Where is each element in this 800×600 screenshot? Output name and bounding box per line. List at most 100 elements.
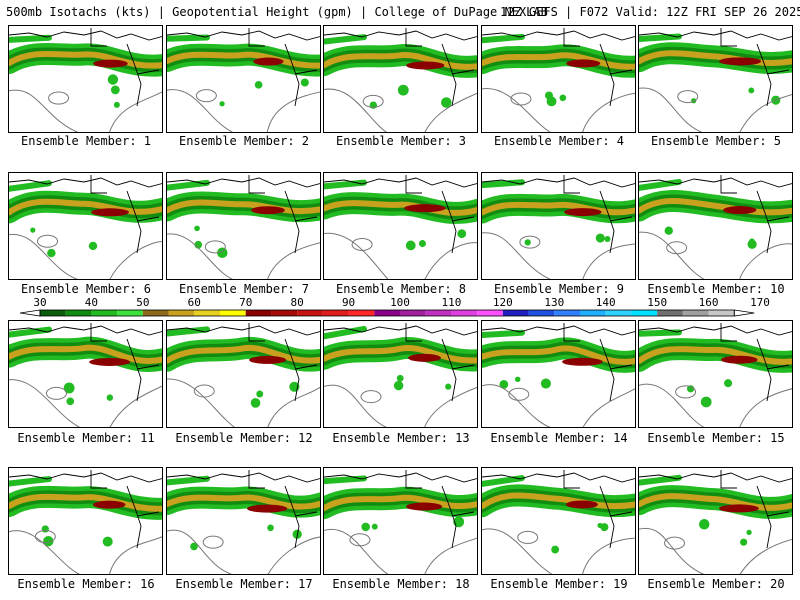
wind-cell (740, 538, 748, 546)
colorbar-left-arrow (19, 309, 41, 317)
wind-maximum (564, 208, 602, 217)
height-contour-low (349, 533, 371, 547)
colorbar-swatch (91, 310, 118, 316)
wind-cell (698, 518, 710, 530)
coastline (324, 175, 477, 254)
height-contour-low (666, 241, 688, 255)
wind-cell (559, 94, 567, 102)
northern-jet-band (9, 180, 52, 192)
ensemble-member-map (481, 320, 636, 428)
wind-maximum (565, 500, 599, 509)
ensemble-member-map (166, 320, 321, 428)
height-contour-low (677, 90, 699, 104)
colorbar-swatch (142, 310, 169, 316)
height-contour-low (202, 535, 224, 549)
jet-max-contour (482, 52, 635, 70)
colorbar-swatch (374, 310, 400, 316)
coastline (324, 470, 477, 549)
height-contour-low (351, 237, 373, 251)
ensemble-member-label: Ensemble Member: 15 (647, 431, 785, 445)
colorbar-swatch (271, 310, 298, 316)
wind-cell (106, 394, 114, 401)
colorbar-swatch (40, 310, 66, 316)
colorbar-swatch (322, 310, 349, 316)
jet-max-contour (167, 199, 320, 215)
coastline (639, 323, 792, 402)
ensemble-member-label: Ensemble Member: 9 (493, 282, 625, 296)
ensemble-member-label: Ensemble Member: 4 (493, 134, 625, 148)
coastline (639, 470, 792, 549)
colorbar-swatch (477, 310, 503, 316)
coastline (9, 28, 162, 107)
wind-maximum (93, 59, 128, 68)
ensemble-member-label: Ensemble Member: 17 (175, 577, 313, 591)
jet-max-contour (167, 494, 320, 510)
colorbar-swatch (580, 310, 606, 316)
colorbar-tick-label: 70 (239, 297, 252, 309)
colorbar-swatch (220, 310, 246, 316)
wind-maximum (91, 208, 129, 217)
wind-cell (267, 524, 274, 532)
height-contour-low (195, 89, 217, 103)
ensemble-member-label: Ensemble Member: 12 (175, 431, 313, 445)
colorbar-swatch (168, 310, 195, 316)
colorbar-swatch (245, 310, 272, 316)
height-contour (9, 530, 162, 574)
jet-max-contour (482, 345, 635, 365)
height-contour-low (664, 536, 686, 550)
wind-maximum (723, 206, 757, 215)
height-contour-low (193, 384, 215, 398)
height-contour-low (204, 240, 226, 254)
ensemble-member-map (8, 25, 163, 133)
jet-max-contour (324, 52, 477, 70)
wind-cell (219, 101, 225, 107)
wind-cell (300, 78, 309, 87)
wind-cell (746, 529, 752, 536)
height-contour-low (510, 92, 532, 106)
height-contour-low (37, 234, 59, 248)
colorbar-swatch (451, 310, 478, 316)
northern-jet-band (167, 179, 210, 191)
wind-cell (551, 545, 560, 554)
height-contour (9, 89, 162, 132)
northern-jet-band (9, 476, 52, 487)
height-contour-low (360, 390, 382, 404)
height-contour (639, 87, 792, 132)
jet-max-contour (324, 494, 477, 512)
wind-maximum (719, 57, 762, 66)
jet-max-contour (167, 51, 320, 69)
wind-cell (41, 525, 49, 533)
colorbar-swatch (425, 310, 452, 316)
colorbar-tick-label: 30 (33, 297, 46, 309)
ensemble-member-map (8, 467, 163, 575)
northern-jet-band (167, 326, 210, 337)
jet-max-contour (9, 493, 162, 512)
colorbar-swatch (708, 310, 735, 316)
jet-max-contour (482, 492, 635, 510)
colorbar-tick-label: 100 (390, 297, 410, 309)
ensemble-member-map (8, 320, 163, 428)
coastline (482, 28, 635, 107)
colorbar-swatch (297, 310, 323, 316)
colorbar-right-arrow (733, 309, 755, 317)
jet-max-contour (639, 346, 792, 365)
wind-maximum (408, 353, 441, 362)
ensemble-member-map (323, 172, 478, 280)
height-contour-low (517, 530, 539, 544)
height-contour (9, 234, 162, 279)
ensemble-member-map (323, 320, 478, 428)
wind-cell (749, 238, 755, 244)
jet-max-contour (9, 198, 162, 216)
height-contour (167, 529, 320, 574)
wind-cell (499, 380, 509, 389)
height-contour (9, 379, 162, 427)
coastline (167, 323, 320, 402)
wind-cell (453, 516, 465, 528)
height-contour (482, 88, 635, 132)
wind-maximum (406, 61, 445, 70)
ensemble-member-label: Ensemble Member: 5 (650, 134, 782, 148)
northern-jet-band (167, 475, 210, 486)
wind-cell (110, 85, 120, 95)
wind-cell (194, 225, 200, 232)
wind-cell (457, 229, 467, 239)
